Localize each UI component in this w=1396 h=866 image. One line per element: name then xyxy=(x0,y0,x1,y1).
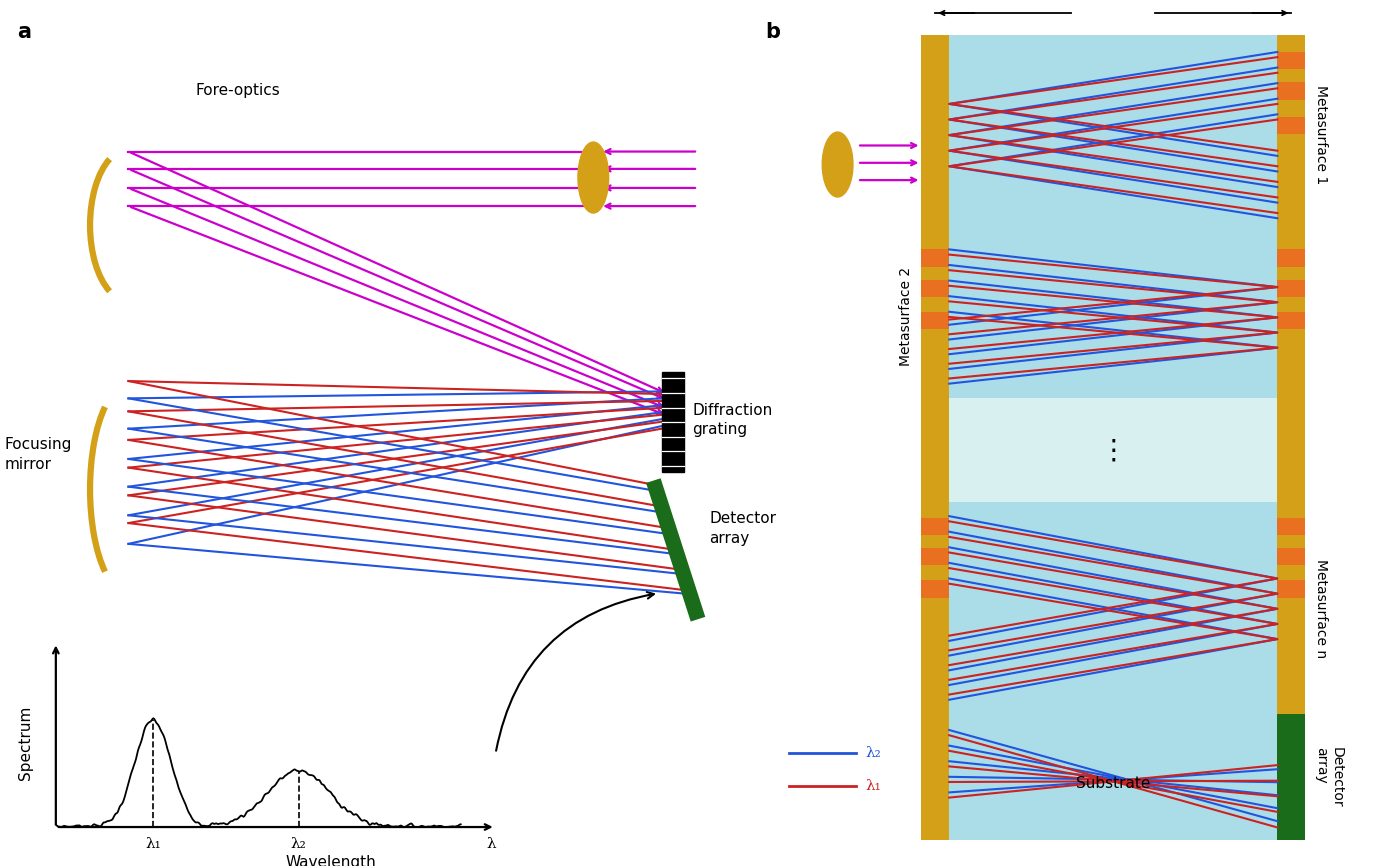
FancyBboxPatch shape xyxy=(949,398,1277,502)
FancyBboxPatch shape xyxy=(921,548,949,565)
Ellipse shape xyxy=(578,142,609,213)
Text: b: b xyxy=(765,22,780,42)
FancyBboxPatch shape xyxy=(921,580,949,598)
FancyBboxPatch shape xyxy=(921,312,949,329)
FancyBboxPatch shape xyxy=(1277,580,1305,598)
Text: Metasurface 1: Metasurface 1 xyxy=(1314,85,1328,184)
Text: λ₁: λ₁ xyxy=(866,779,881,793)
Text: ⋮: ⋮ xyxy=(1100,436,1127,464)
Text: Diffraction
grating: Diffraction grating xyxy=(692,403,772,437)
FancyBboxPatch shape xyxy=(921,280,949,297)
FancyBboxPatch shape xyxy=(1277,249,1305,267)
FancyBboxPatch shape xyxy=(921,35,949,840)
Text: Detector
array: Detector array xyxy=(709,511,776,546)
Ellipse shape xyxy=(822,132,853,197)
FancyBboxPatch shape xyxy=(1277,35,1305,840)
FancyBboxPatch shape xyxy=(1277,82,1305,100)
FancyBboxPatch shape xyxy=(1277,117,1305,134)
Text: Substrate: Substrate xyxy=(1076,776,1150,792)
FancyBboxPatch shape xyxy=(921,35,1305,840)
FancyBboxPatch shape xyxy=(921,249,949,267)
Text: Metasurface n: Metasurface n xyxy=(1314,559,1328,658)
FancyBboxPatch shape xyxy=(1277,52,1305,69)
Text: Gold mirrors: Gold mirrors xyxy=(1065,0,1161,3)
Text: Spectrum: Spectrum xyxy=(18,706,32,779)
Text: Metasurface 2: Metasurface 2 xyxy=(899,267,913,365)
Text: λ: λ xyxy=(487,837,496,851)
FancyBboxPatch shape xyxy=(1277,548,1305,565)
FancyBboxPatch shape xyxy=(1277,714,1305,840)
Text: λ₁: λ₁ xyxy=(145,837,161,851)
FancyBboxPatch shape xyxy=(1277,312,1305,329)
Text: Detector
array: Detector array xyxy=(1314,746,1344,808)
Text: λ₂: λ₂ xyxy=(866,746,881,760)
FancyBboxPatch shape xyxy=(662,372,684,472)
FancyBboxPatch shape xyxy=(921,518,949,535)
FancyBboxPatch shape xyxy=(1277,518,1305,535)
FancyBboxPatch shape xyxy=(1277,280,1305,297)
Text: Wavelength: Wavelength xyxy=(286,855,377,866)
Text: λ₂: λ₂ xyxy=(290,837,307,851)
Text: Focusing
mirror: Focusing mirror xyxy=(4,437,71,472)
Text: a: a xyxy=(17,22,31,42)
Text: Fore-optics: Fore-optics xyxy=(195,83,281,99)
